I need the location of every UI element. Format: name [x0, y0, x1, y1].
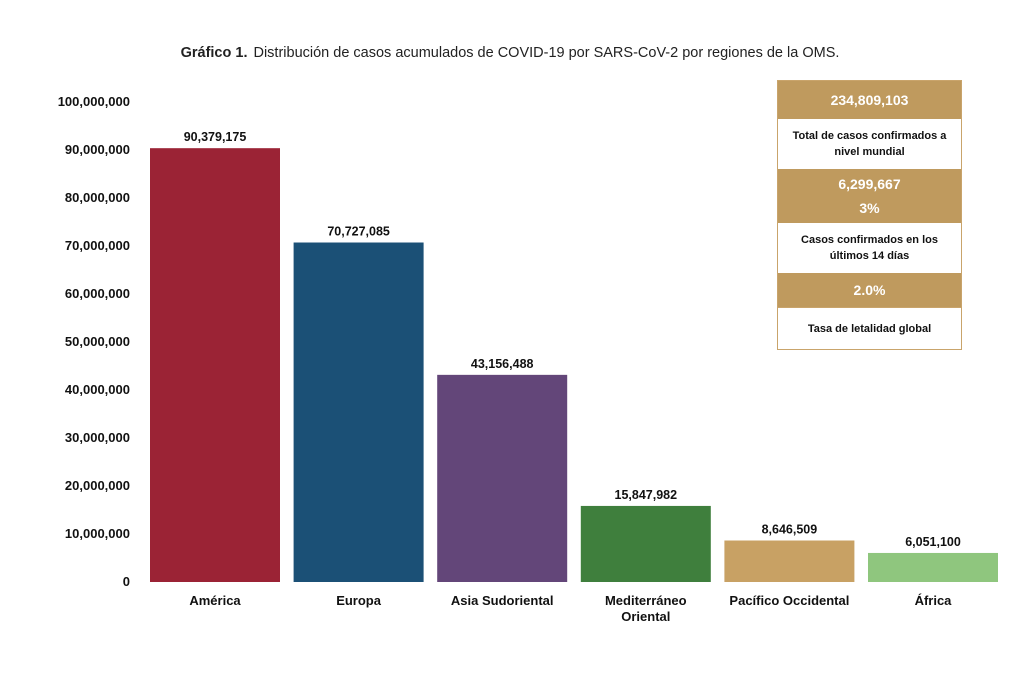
recent-cases-label: Casos confirmados en los últimos 14 días — [778, 223, 961, 273]
lethality-label: Tasa de letalidad global — [778, 307, 961, 349]
chart-title-text: Distribución de casos acumulados de COVI… — [253, 45, 840, 61]
data-label: 15,847,982 — [615, 488, 678, 502]
x-tick-label: Europa — [336, 593, 382, 608]
y-tick-label: 80,000,000 — [65, 190, 130, 205]
y-tick-label: 40,000,000 — [65, 382, 130, 397]
bar — [437, 374, 568, 582]
bar — [580, 505, 711, 582]
y-tick-label: 100,000,000 — [58, 94, 130, 109]
y-axis: 0 10,000,000 20,000,000 30,000,000 40,000,00… — [58, 94, 130, 589]
data-label: 6,051,100 — [905, 535, 961, 549]
x-tick-label: América — [189, 593, 241, 608]
chart-title-lead: Gráfico 1. — [180, 45, 248, 61]
data-label: 8,646,509 — [762, 522, 818, 536]
lethality-value: 2.0% — [778, 273, 961, 307]
chart-title: Gráfico 1. Distribución de casos acumulad… — [100, 44, 920, 63]
y-tick-label: 60,000,000 — [65, 286, 130, 301]
y-tick-label: 50,000,000 — [65, 334, 130, 349]
value-labels: 90,379,175 70,727,085 43,156,488 15,847,982… — [184, 130, 961, 549]
x-tick-label: Pacífico Occidental — [729, 593, 849, 608]
y-tick-label: 0 — [123, 574, 130, 589]
summary-box: 234,809,103 Total de casos confirmados a… — [777, 80, 962, 350]
bar — [724, 540, 855, 582]
data-label: 90,379,175 — [184, 130, 247, 144]
data-label: 43,156,488 — [471, 357, 534, 371]
data-label: 70,727,085 — [327, 225, 390, 239]
recent-cases-value: 6,299,667 — [778, 169, 961, 197]
bar — [150, 148, 280, 582]
total-cases-value: 234,809,103 — [778, 81, 961, 119]
x-tick-label: África — [915, 593, 953, 608]
x-tick-label: Mediterráneo Oriental — [605, 593, 687, 624]
bars — [150, 148, 998, 582]
x-axis: América Europa Asia Sudoriental Mediterráne… — [189, 593, 952, 624]
y-tick-label: 30,000,000 — [65, 430, 130, 445]
total-cases-label: Total de casos confirmados a nivel mundi… — [778, 119, 961, 169]
y-tick-label: 70,000,000 — [65, 238, 130, 253]
bar — [293, 242, 424, 582]
bar — [868, 552, 998, 582]
y-tick-label: 20,000,000 — [65, 478, 130, 493]
x-tick-label: Asia Sudoriental — [451, 593, 554, 608]
y-tick-label: 90,000,000 — [65, 142, 130, 157]
recent-cases-percent: 3% — [778, 197, 961, 223]
y-tick-label: 10,000,000 — [65, 526, 130, 541]
